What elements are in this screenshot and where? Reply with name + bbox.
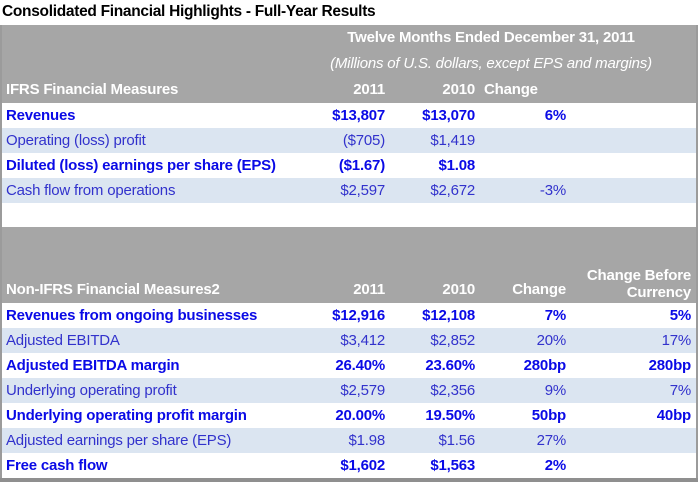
value-change-before-currency: 17% — [661, 332, 692, 349]
row-label: Adjusted earnings per share (EPS) — [6, 432, 232, 449]
row-label: Operating (loss) profit — [6, 132, 146, 149]
ifrs-column-header-row: IFRS Financial Measures 2011 2010 Change — [2, 77, 696, 103]
value-empty — [571, 128, 696, 153]
non-ifrs-header-block: Non-IFRS Financial Measures2 2011 2010 C… — [2, 227, 696, 303]
table-row-free-cash-flow: Free cash flow $1,602 $1,563 2% — [2, 453, 696, 478]
column-header-2011: 2011 — [353, 81, 385, 98]
units-subtitle: (Millions of U.S. dollars, except EPS an… — [330, 55, 652, 72]
table-row-adjusted-ebitda-margin: Adjusted EBITDA margin 26.40% 23.60% 280… — [2, 353, 696, 378]
non-ifrs-column-header-row: Non-IFRS Financial Measures2 2011 2010 C… — [2, 265, 696, 303]
section-gap — [2, 203, 696, 227]
value-change: 50bp — [531, 407, 566, 424]
value-2011: $1,602 — [340, 457, 385, 474]
column-header-2010: 2010 — [442, 281, 475, 298]
row-label: Underlying operating profit — [6, 382, 177, 399]
value-2011: ($1.67) — [338, 157, 385, 174]
value-2010: $1.08 — [438, 157, 475, 174]
table-row-diluted-eps: Diluted (loss) earnings per share (EPS) … — [2, 153, 696, 178]
value-2010: $1.56 — [438, 432, 475, 449]
page-title: Consolidated Financial Highlights - Full… — [2, 3, 376, 20]
column-header-spacer — [571, 77, 696, 103]
row-label: Revenues — [6, 107, 76, 124]
table-row-underlying-operating-profit: Underlying operating profit $2,579 $2,35… — [2, 378, 696, 403]
financial-table: Twelve Months Ended December 31, 2011 (M… — [0, 25, 698, 478]
value-change: 2% — [544, 457, 566, 474]
value-2011: 26.40% — [335, 357, 385, 374]
ifrs-header-block: Twelve Months Ended December 31, 2011 (M… — [2, 25, 696, 103]
value-change — [480, 153, 571, 178]
value-change-before-currency: 40bp — [656, 407, 691, 424]
row-label: Underlying operating profit margin — [6, 407, 247, 424]
value-change: 9% — [544, 382, 566, 399]
table-row-cash-flow: Cash flow from operations $2,597 $2,672 … — [2, 178, 696, 203]
ifrs-section-label: IFRS Financial Measures — [6, 81, 179, 98]
value-2011: $3,412 — [340, 332, 385, 349]
table-row-adjusted-eps: Adjusted earnings per share (EPS) $1.98 … — [2, 428, 696, 453]
value-2010: $1,563 — [430, 457, 475, 474]
value-2010: 23.60% — [425, 357, 475, 374]
value-2011: ($705) — [342, 132, 385, 149]
value-2010: $12,108 — [422, 307, 475, 324]
column-header-change: Change — [484, 81, 538, 98]
value-2011: $12,916 — [332, 307, 385, 324]
value-change — [480, 128, 571, 153]
table-row-underlying-operating-profit-margin: Underlying operating profit margin 20.00… — [2, 403, 696, 428]
value-change-before-currency — [571, 453, 696, 478]
column-header-change-before-currency: Change Before Currency — [586, 267, 691, 301]
value-2011: $2,579 — [340, 382, 385, 399]
value-change: -3% — [539, 182, 566, 199]
row-label: Adjusted EBITDA — [6, 332, 120, 349]
table-row-operating-profit: Operating (loss) profit ($705) $1,419 — [2, 128, 696, 153]
row-label: Adjusted EBITDA margin — [6, 357, 180, 374]
row-label: Free cash flow — [6, 457, 108, 474]
table-row-adjusted-ebitda: Adjusted EBITDA $3,412 $2,852 20% 17% — [2, 328, 696, 353]
value-2011: $2,597 — [340, 182, 385, 199]
value-2011: 20.00% — [335, 407, 385, 424]
row-label: Diluted (loss) earnings per share (EPS) — [6, 157, 276, 174]
value-2010: $1,419 — [430, 132, 475, 149]
column-header-2010: 2010 — [442, 81, 475, 98]
non-ifrs-section-label: Non-IFRS Financial Measures2 — [6, 281, 220, 298]
table-bottom-border — [0, 478, 698, 482]
column-header-2011: 2011 — [353, 281, 385, 298]
value-change: 280bp — [523, 357, 567, 374]
value-2010: 19.50% — [425, 407, 475, 424]
row-label: Revenues from ongoing businesses — [6, 307, 258, 324]
value-empty — [571, 103, 696, 128]
value-empty — [571, 153, 696, 178]
value-2011: $1.98 — [348, 432, 385, 449]
value-2011: $13,807 — [332, 107, 385, 124]
row-label: Cash flow from operations — [6, 182, 176, 199]
value-2010: $2,356 — [430, 382, 475, 399]
value-empty — [571, 178, 696, 203]
value-change: 7% — [544, 307, 566, 324]
value-change: 6% — [544, 107, 566, 124]
period-heading: Twelve Months Ended December 31, 2011 — [347, 29, 635, 46]
value-change-before-currency: 5% — [669, 307, 691, 324]
value-change-before-currency: 7% — [669, 382, 691, 399]
value-2010: $13,070 — [422, 107, 475, 124]
value-change-before-currency: 280bp — [648, 357, 692, 374]
value-2010: $2,672 — [430, 182, 475, 199]
value-change: 20% — [536, 332, 567, 349]
table-row-ongoing-revenues: Revenues from ongoing businesses $12,916… — [2, 303, 696, 328]
table-row-revenues: Revenues $13,807 $13,070 6% — [2, 103, 696, 128]
column-header-change: Change — [512, 281, 566, 298]
value-change: 27% — [536, 432, 567, 449]
value-change-before-currency — [571, 428, 696, 453]
value-2010: $2,852 — [430, 332, 475, 349]
